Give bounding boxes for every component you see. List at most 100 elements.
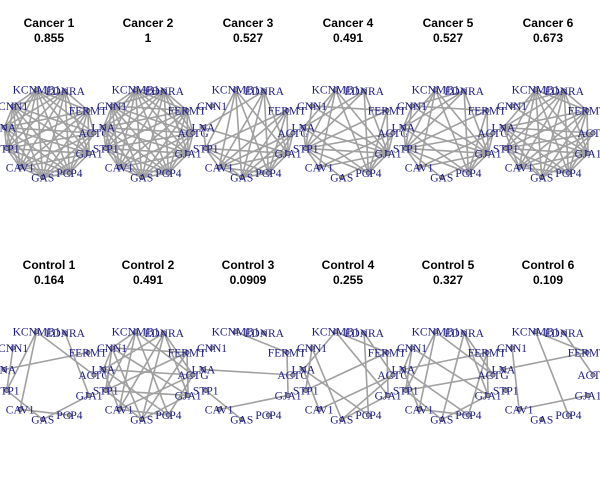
network-node	[284, 349, 290, 355]
node-label: PCP4	[56, 410, 82, 422]
node-label: LNA	[392, 365, 416, 377]
node-label: GJA1	[175, 390, 202, 402]
network-edge	[3, 127, 21, 168]
network-node	[403, 387, 409, 393]
network-node	[184, 349, 190, 355]
network-node	[233, 87, 239, 93]
network-node	[533, 329, 539, 335]
network-edge	[218, 166, 269, 174]
node-label: CAV1	[505, 162, 534, 174]
network-edge	[286, 110, 289, 154]
panel-value: 0.527	[433, 31, 463, 45]
network-edge	[505, 132, 594, 150]
network-edge	[111, 105, 170, 174]
network-node	[91, 372, 97, 378]
network-edge	[405, 109, 488, 150]
node-label: CAV1	[505, 404, 534, 416]
panel-title: Control 3	[222, 258, 275, 272]
network-node	[439, 417, 445, 423]
node-label: STP1	[0, 385, 20, 397]
network-edge	[218, 152, 289, 169]
network-edge	[241, 172, 269, 179]
panel-title: Cancer 2	[123, 16, 174, 30]
node-label: STP1	[293, 143, 319, 155]
network-node	[490, 130, 496, 136]
network-node	[400, 367, 406, 373]
network-edge	[502, 126, 569, 174]
network-node	[86, 150, 92, 156]
network-node	[509, 103, 515, 109]
network-edge	[405, 374, 494, 392]
network-edge	[141, 172, 169, 179]
network-edge	[140, 332, 165, 420]
node-label: LNA	[0, 123, 17, 135]
node-label: LNA	[192, 123, 216, 135]
network-node	[385, 150, 391, 156]
edge-group	[503, 331, 594, 416]
network-edge	[111, 105, 194, 134]
node-label: GJA1	[575, 148, 600, 160]
node-label: FERMT	[568, 106, 600, 118]
network-edge	[503, 126, 594, 134]
network-node	[161, 88, 167, 94]
network-node	[116, 164, 122, 170]
panel-title: Control 2	[122, 258, 175, 272]
node-label: GAS	[530, 415, 553, 427]
network-edge	[440, 332, 465, 420]
network-node	[284, 108, 290, 114]
network-edge	[567, 152, 589, 174]
network-node	[91, 130, 97, 136]
network-edge	[305, 109, 388, 150]
network-edge	[87, 110, 95, 134]
panel-value: 0.491	[333, 31, 363, 45]
network-edge	[163, 332, 189, 396]
network-edge	[503, 351, 588, 371]
node-label: GJA1	[275, 390, 302, 402]
network-edge	[12, 89, 38, 107]
network-node	[190, 130, 196, 136]
network-edge	[64, 90, 89, 112]
network-node	[339, 175, 345, 181]
network-edge	[418, 408, 469, 416]
network-node	[100, 125, 106, 131]
network-edge	[540, 90, 565, 178]
network-edge	[3, 126, 70, 174]
network-edge	[4, 351, 89, 371]
node-label: STP1	[393, 143, 419, 155]
network-edge	[163, 90, 189, 154]
network-node	[62, 88, 68, 94]
network-node	[390, 130, 396, 136]
node-label: KCNMB1	[13, 327, 61, 339]
network-edge	[463, 332, 489, 396]
network-node	[185, 392, 191, 398]
panel-value: 0.327	[433, 273, 463, 287]
network-edge	[42, 394, 90, 421]
network-edge	[135, 331, 194, 376]
panel-title: Cancer 3	[223, 16, 274, 30]
network-edge	[163, 90, 188, 112]
network-node	[333, 329, 339, 335]
network-node	[17, 406, 23, 412]
node-label: CNN1	[97, 343, 127, 355]
network-edge	[387, 132, 394, 154]
node-label: CNN1	[297, 343, 327, 355]
network-edge	[402, 347, 413, 370]
network-node	[385, 392, 391, 398]
network-edge	[441, 394, 489, 421]
network-edge	[218, 90, 265, 168]
network-edge	[402, 90, 465, 129]
network-node	[584, 349, 590, 355]
network-edge	[186, 110, 194, 134]
node-label: KCNMB1	[412, 85, 460, 97]
network-edge	[302, 90, 365, 129]
node-label: CAV1	[6, 162, 35, 174]
node-label: CAV1	[205, 162, 234, 174]
network-edge	[205, 147, 220, 168]
network-node	[209, 345, 215, 351]
network-edge	[135, 88, 165, 92]
edge-group	[4, 331, 95, 421]
